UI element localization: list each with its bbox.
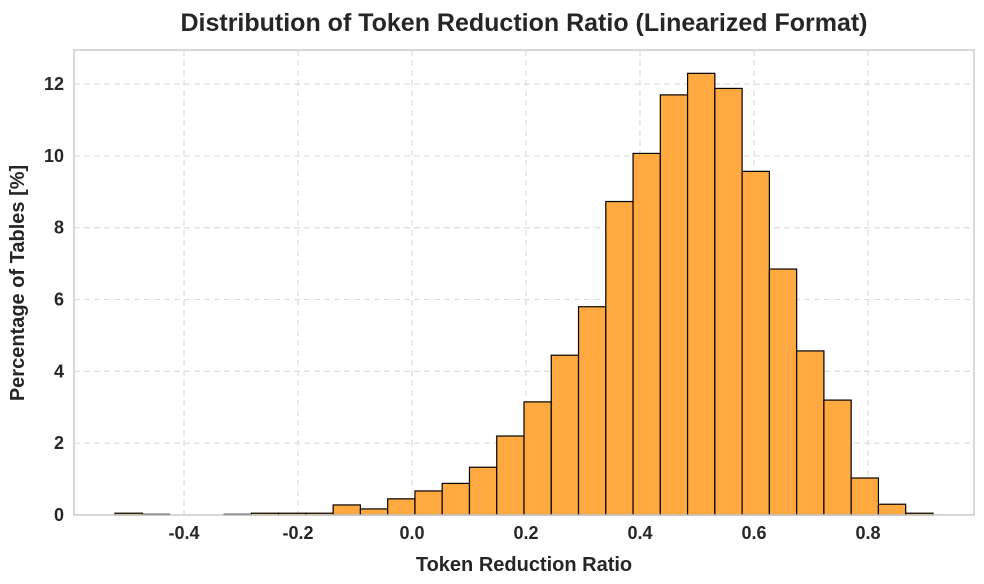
x-tick-label: -0.4 [168, 523, 199, 543]
histogram-bar [605, 200, 634, 516]
histogram-bar [496, 435, 525, 516]
x-axis-label: Token Reduction Ratio [416, 554, 632, 576]
y-tick-label: 12 [44, 74, 64, 94]
x-axis-ticks: -0.4 -0.2 0.0 0.2 0.4 0.6 0.8 [168, 523, 880, 543]
histogram-bar [359, 508, 389, 516]
histogram-bar [632, 152, 661, 516]
histogram-bar [523, 401, 552, 516]
y-tick-label: 4 [54, 361, 64, 381]
histogram-bar [823, 399, 852, 516]
x-tick-label: 0.2 [513, 523, 538, 543]
histogram-bar [877, 503, 907, 516]
histogram-bar [741, 170, 770, 516]
histogram-bar [387, 498, 416, 516]
histogram-bar [796, 350, 825, 516]
histogram-bar [550, 354, 580, 516]
plot-frame [73, 49, 975, 516]
histogram-bar [768, 268, 798, 516]
y-tick-label: 2 [54, 433, 64, 453]
histogram-bar [659, 94, 689, 516]
histogram-bar [714, 87, 743, 516]
bars [114, 72, 934, 516]
chart-title: Distribution of Token Reduction Ratio (L… [180, 9, 867, 37]
histogram-bar [850, 477, 880, 516]
x-tick-label: 0.0 [399, 523, 424, 543]
y-tick-label: 8 [54, 218, 64, 238]
histogram-bar [441, 482, 471, 516]
y-tick-label: 6 [54, 290, 64, 310]
histogram-bar [686, 72, 716, 516]
x-tick-label: -0.2 [282, 523, 313, 543]
histogram-bar [468, 466, 498, 516]
y-axis-ticks: 0 2 4 6 8 10 12 [44, 74, 64, 525]
histogram-bar [414, 490, 443, 516]
histogram-bar [577, 306, 607, 516]
x-tick-label: 0.8 [855, 523, 880, 543]
x-tick-label: 0.6 [741, 523, 766, 543]
x-tick-label: 0.4 [627, 523, 652, 543]
histogram-bar [332, 504, 362, 516]
y-tick-label: 0 [54, 505, 64, 525]
y-axis-label: Percentage of Tables [%] [7, 165, 29, 401]
y-tick-label: 10 [44, 146, 64, 166]
